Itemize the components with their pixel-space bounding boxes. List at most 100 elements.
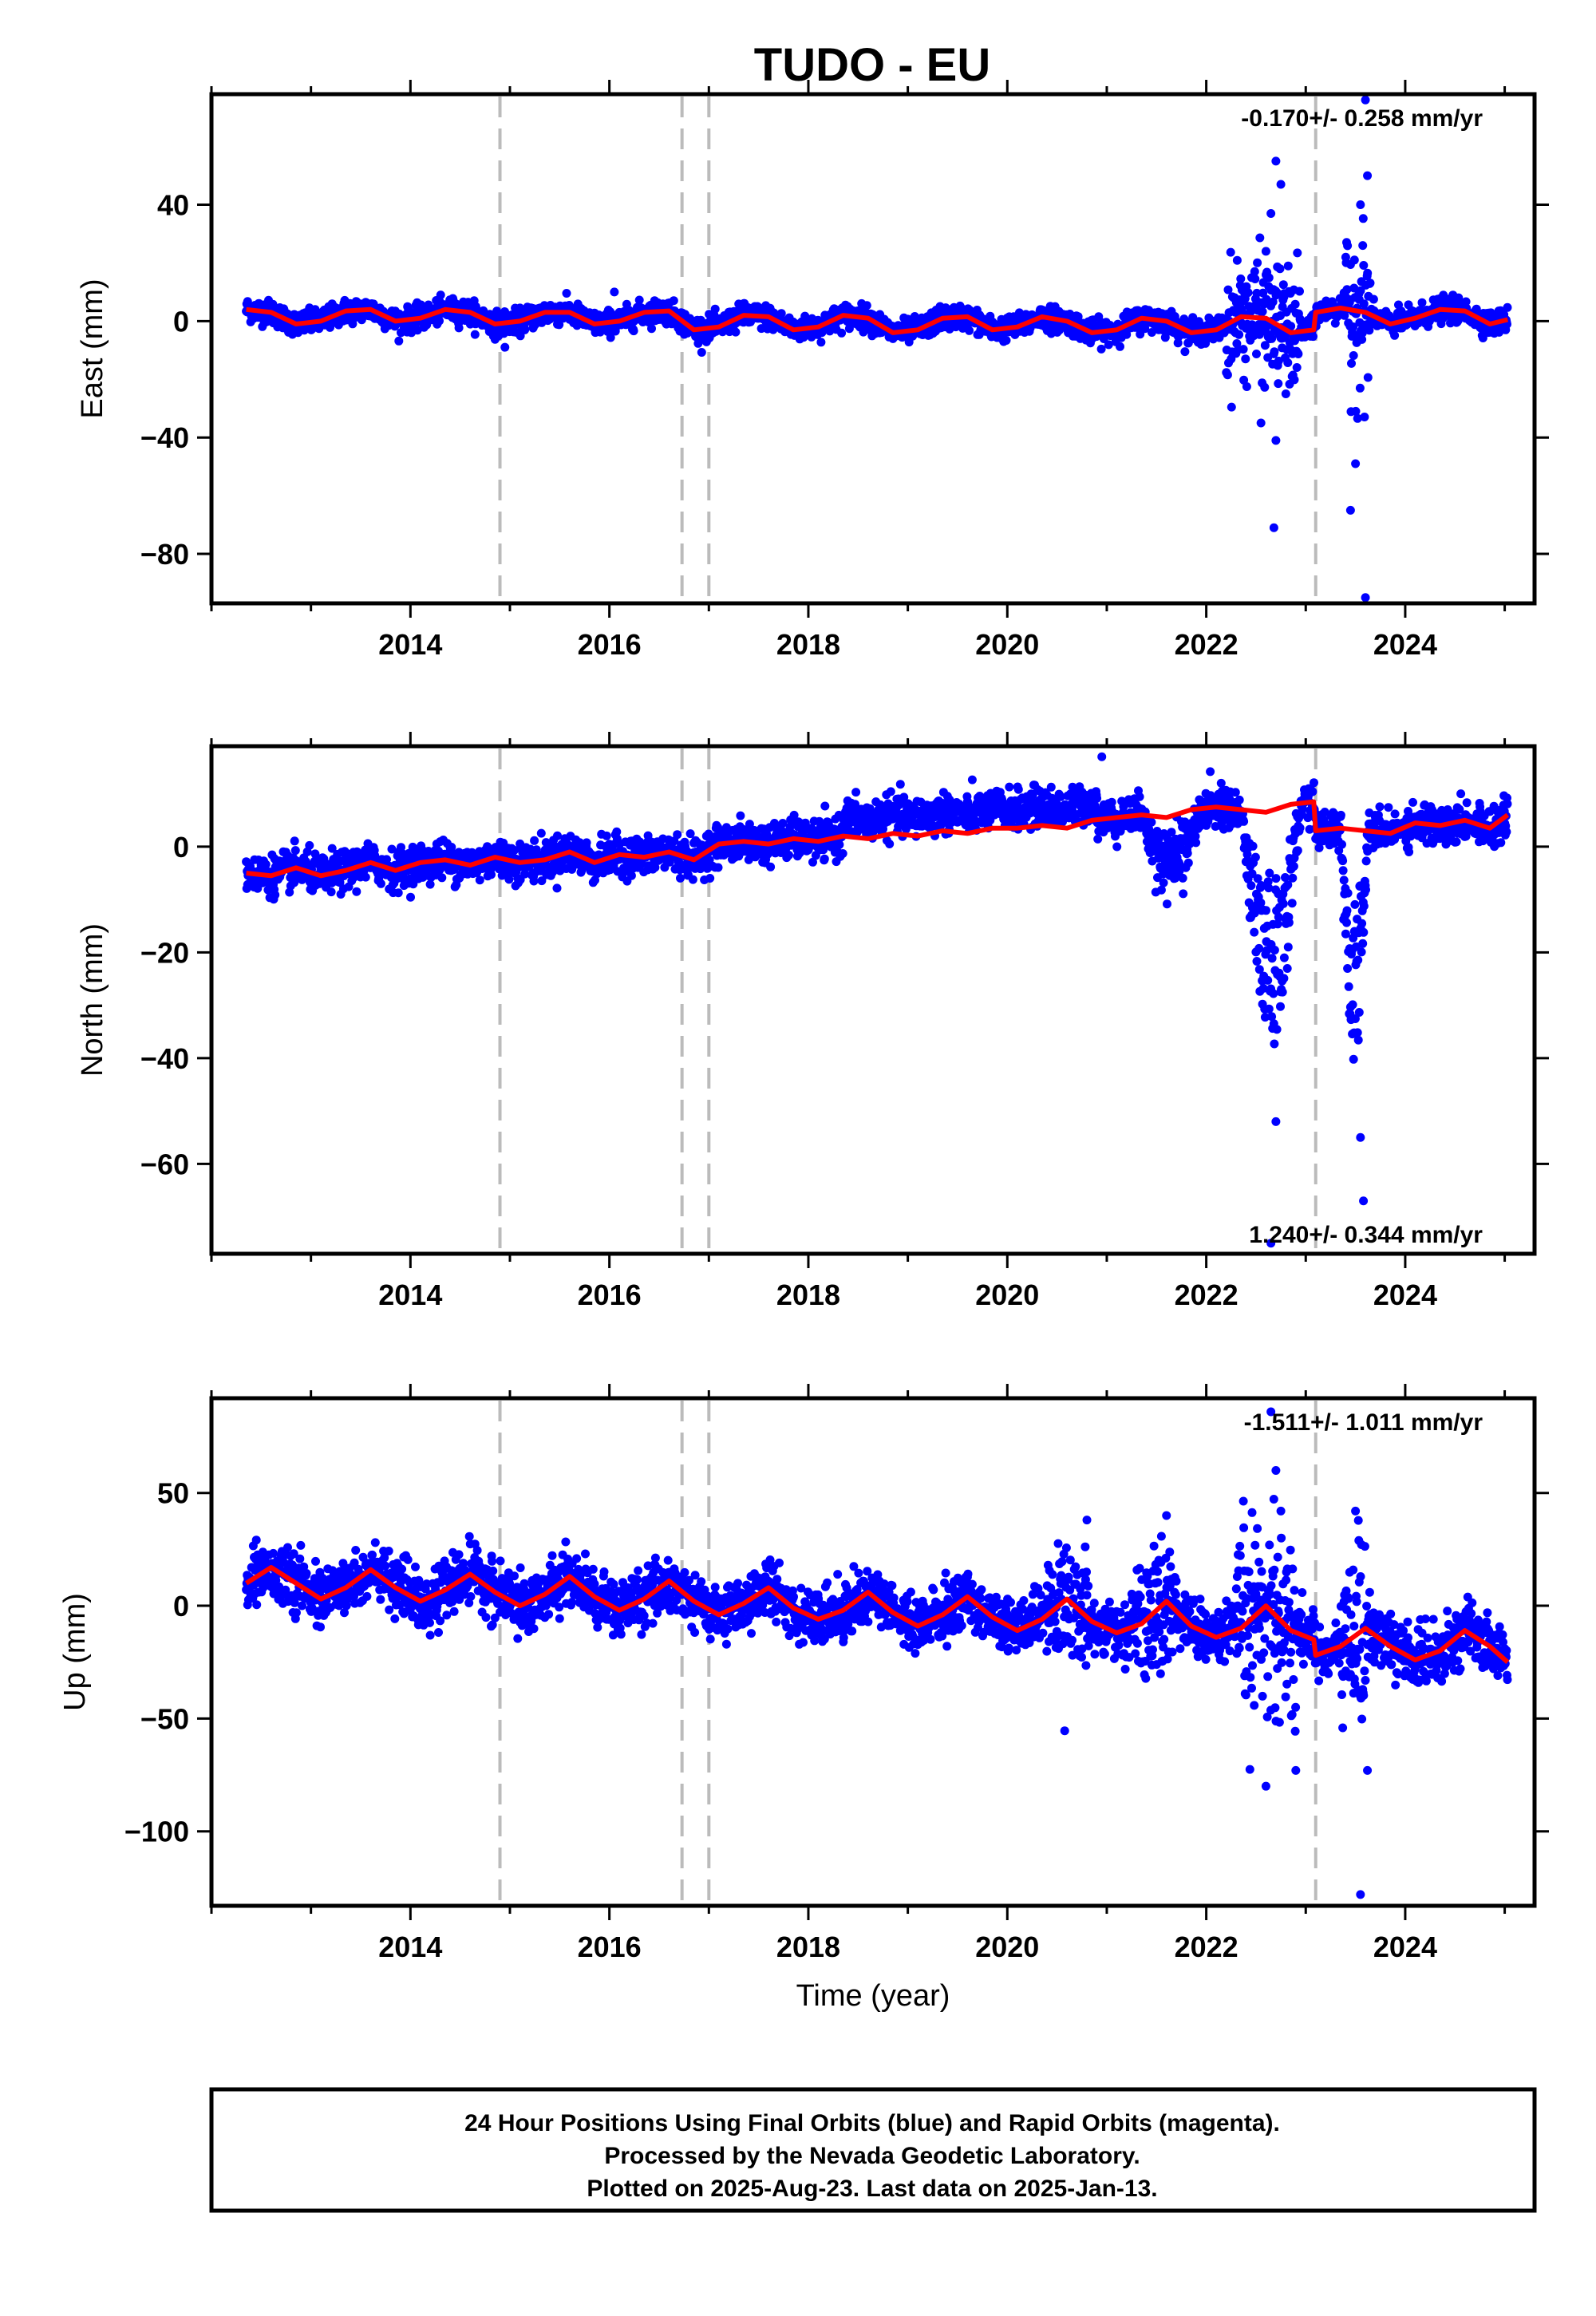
north-position-point xyxy=(784,851,793,860)
north-position-point xyxy=(676,873,685,883)
north-position-point xyxy=(713,863,723,872)
east-position-point xyxy=(1241,354,1250,364)
east-model-fit-line xyxy=(246,306,1509,335)
east-y-tick-label: −40 xyxy=(140,421,189,454)
north-position-point xyxy=(376,879,385,888)
east-position-point xyxy=(1347,358,1356,368)
north-position-point xyxy=(536,828,546,838)
east-position-point xyxy=(1272,288,1282,297)
north-position-point xyxy=(736,811,745,820)
east-position-point xyxy=(436,290,445,300)
east-position-point xyxy=(1275,264,1285,274)
east-position-point xyxy=(1358,241,1368,251)
north-position-point xyxy=(838,849,847,858)
east-position-point xyxy=(647,324,656,334)
north-position-point xyxy=(387,844,397,854)
east-outlier-point xyxy=(500,342,510,352)
east-position-point xyxy=(1283,261,1293,271)
east-y-axis-label: East (mm) xyxy=(76,279,109,418)
east-position-point xyxy=(1104,340,1113,350)
east-position-point xyxy=(1270,347,1279,357)
east-position-point xyxy=(1239,375,1249,385)
east-position-point xyxy=(1353,413,1362,423)
north-position-point xyxy=(575,838,584,848)
east-y-tick-label: −80 xyxy=(140,538,189,571)
east-position-point xyxy=(1278,280,1288,290)
east-position-point xyxy=(697,348,706,357)
east-position-point xyxy=(1294,350,1303,358)
north-position-point xyxy=(745,820,754,829)
east-position-point xyxy=(1258,306,1267,316)
east-position-point xyxy=(1290,375,1299,385)
east-position-point xyxy=(1343,241,1353,251)
north-position-point xyxy=(1056,792,1065,801)
north-position-point xyxy=(552,883,562,893)
north-position-point xyxy=(766,862,776,871)
north-position-point xyxy=(800,818,810,828)
east-position-point xyxy=(1286,322,1296,331)
east-x-tick-label: 2024 xyxy=(1373,628,1437,661)
east-position-point xyxy=(1358,214,1368,223)
north-position-point xyxy=(885,840,895,848)
north-position-point xyxy=(310,849,320,859)
east-outlier-point xyxy=(1345,505,1355,515)
east-position-point xyxy=(776,309,786,318)
east-position-point xyxy=(435,316,444,326)
north-position-point xyxy=(529,876,539,886)
east-x-tick-label: 2016 xyxy=(578,628,642,661)
east-outlier-point xyxy=(1361,95,1370,105)
east-position-point xyxy=(1359,261,1369,270)
east-position-point xyxy=(1363,373,1373,382)
north-position-point xyxy=(1107,797,1116,807)
east-position-point xyxy=(1342,285,1352,294)
east-position-point xyxy=(1238,345,1248,354)
north-position-point xyxy=(327,844,337,853)
north-position-point xyxy=(334,856,343,865)
east-position-point xyxy=(1260,341,1270,350)
north-position-point xyxy=(335,878,345,887)
east-outlier-point xyxy=(1361,593,1370,603)
east-position-point xyxy=(1252,350,1261,358)
north-position-point xyxy=(820,801,830,811)
north-position-point xyxy=(673,830,682,840)
north-position-point xyxy=(895,780,905,789)
east-outlier-point xyxy=(1261,247,1270,256)
east-position-point xyxy=(562,289,571,298)
east-position-point xyxy=(413,326,422,335)
north-position-point xyxy=(582,838,591,848)
east-position-point xyxy=(1223,285,1233,294)
north-position-point xyxy=(778,819,788,828)
north-position-point xyxy=(1005,782,1014,792)
east-position-point xyxy=(1180,347,1190,357)
north-position-point xyxy=(602,831,611,840)
north-position-point xyxy=(504,875,514,884)
east-position-point xyxy=(1309,332,1317,342)
north-position-point xyxy=(437,873,447,883)
east-y-tick-label: 0 xyxy=(173,305,189,338)
east-outlier-point xyxy=(1276,180,1286,189)
north-position-point xyxy=(537,876,547,886)
north-position-point xyxy=(305,840,314,850)
east-outlier-point xyxy=(1271,156,1281,166)
east-position-point xyxy=(1369,294,1378,304)
north-position-point xyxy=(425,879,435,889)
east-position-point xyxy=(1242,382,1251,391)
north-position-point xyxy=(393,888,403,898)
east-position-point xyxy=(862,301,871,310)
east-position-point xyxy=(1365,279,1375,288)
east-position-point xyxy=(1096,344,1106,354)
east-frame xyxy=(209,92,1537,606)
east-position-point xyxy=(1357,334,1367,344)
east-position-point xyxy=(606,333,615,342)
north-position-point xyxy=(290,846,300,856)
east-outlier-point xyxy=(1363,171,1373,180)
north-position-point xyxy=(899,792,909,802)
east-position-point xyxy=(629,326,638,336)
east-position-point xyxy=(731,327,741,337)
east-velocity-label: -0.170+/- 0.258 mm/yr xyxy=(1241,105,1483,132)
north-position-point xyxy=(886,787,895,796)
east-position-point xyxy=(1268,297,1278,306)
